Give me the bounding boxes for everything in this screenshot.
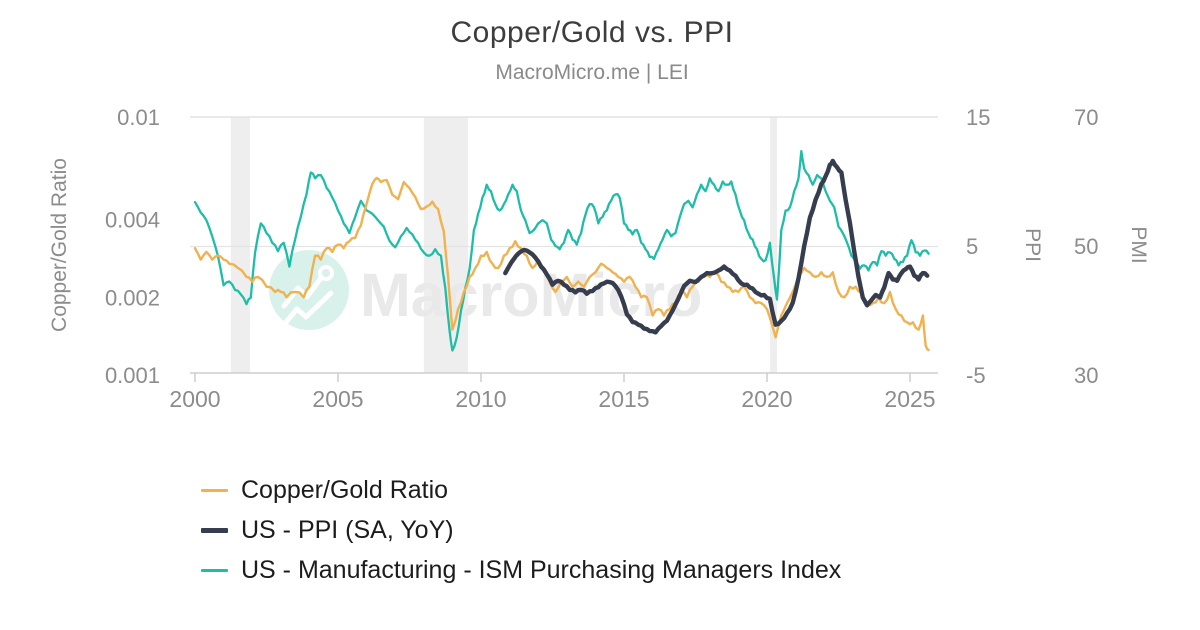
legend-swatch [201, 527, 228, 533]
series-line-copper-gold-ratio [193, 176, 930, 352]
chart-title: Copper/Gold vs. PPI [450, 16, 734, 49]
x-axis-tick-label: 2005 [312, 386, 363, 412]
chart-subtitle: MacroMicro.me | LEI [495, 61, 689, 84]
pmi-axis-tick-label: 50 [1074, 234, 1098, 259]
legend-label: US - Manufacturing - ISM Purchasing Mana… [241, 555, 842, 584]
legend-item[interactable]: US - PPI (SA, YoY) [201, 510, 841, 550]
x-axis-tick-label: 2020 [741, 386, 792, 412]
legend-swatch [201, 488, 228, 492]
ppi-axis-tick-label: 15 [966, 105, 990, 130]
left-axis-tick-label: 0.002 [105, 285, 160, 310]
ppi-axis-title: PPI [1021, 228, 1044, 262]
legend-item[interactable]: US - Manufacturing - ISM Purchasing Mana… [201, 550, 841, 590]
pmi-axis-tick-label: 70 [1074, 105, 1098, 130]
ppi-axis-tick-label: -5 [966, 363, 986, 388]
legend-label: Copper/Gold Ratio [241, 475, 449, 504]
legend-item[interactable]: Copper/Gold Ratio [201, 470, 841, 510]
legend-swatch [201, 568, 228, 572]
left-axis-title: Copper/Gold Ratio [48, 158, 71, 332]
series-line-us-ppi [503, 158, 930, 335]
legend: Copper/Gold Ratio US - PPI (SA, YoY) US - … [201, 470, 841, 590]
left-axis-tick-label: 0.004 [105, 208, 160, 233]
recession-band [230, 117, 250, 373]
left-axis-tick-label: 0.01 [117, 105, 160, 130]
watermark-logo-ring-icon [318, 265, 334, 281]
legend-label: US - PPI (SA, YoY) [241, 515, 454, 544]
ppi-axis-tick-label: 5 [966, 234, 978, 259]
recession-band [769, 117, 777, 373]
pmi-axis-title: PMI [1127, 226, 1150, 263]
x-axis-tick-label: 2010 [455, 386, 506, 412]
x-axis-tick-label: 2015 [598, 386, 649, 412]
x-axis-tick-label: 2025 [884, 386, 935, 412]
series-line-ism-pmi [193, 150, 930, 352]
pmi-axis-tick-label: 30 [1074, 363, 1098, 388]
left-axis-tick-label: 0.001 [105, 363, 160, 388]
watermark-circle-icon [269, 250, 349, 330]
x-axis-tick-label: 2000 [169, 386, 220, 412]
watermark-text: MacroMicro [360, 261, 702, 329]
watermark-logo-zigzag-icon [281, 275, 324, 309]
watermark-logo-zigzag2-icon [279, 290, 334, 330]
